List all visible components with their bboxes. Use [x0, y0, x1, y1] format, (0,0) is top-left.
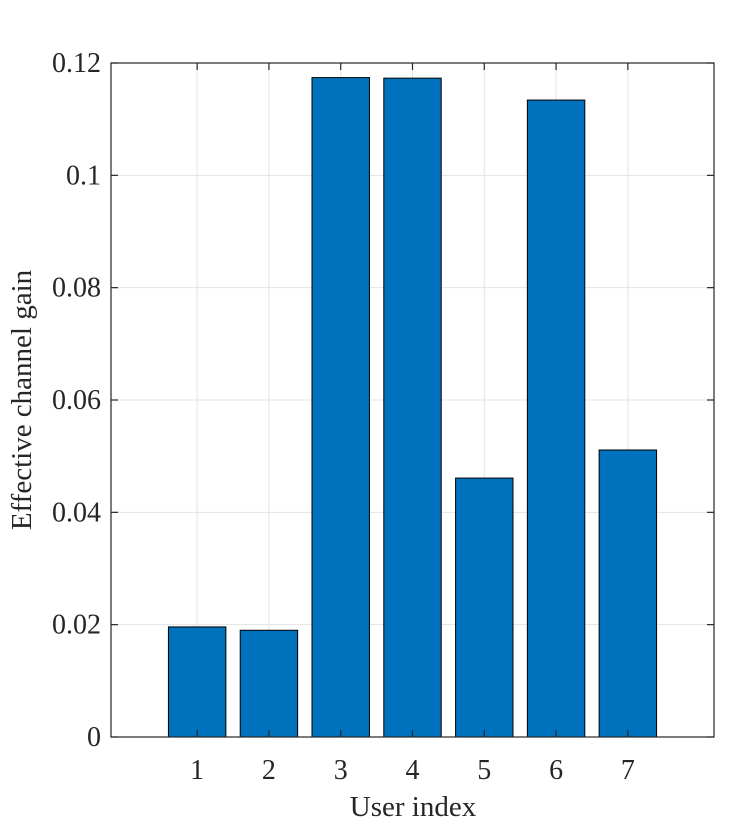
y-tick-label: 0.04 [52, 497, 101, 528]
y-tick-label: 0 [87, 722, 101, 753]
y-tick-label: 0.12 [52, 48, 101, 79]
y-tick-label: 0.08 [52, 273, 101, 304]
x-tick-label: 6 [549, 755, 563, 786]
bar-user-2 [239, 629, 299, 738]
bar-user-7 [598, 449, 658, 738]
bar-user-4 [383, 77, 442, 738]
y-tick-label: 0.1 [66, 160, 101, 191]
x-tick-label: 3 [334, 755, 348, 786]
x-tick-label: 1 [190, 755, 204, 786]
x-tick-label: 7 [621, 755, 635, 786]
bar-user-1 [167, 626, 227, 738]
x-tick-label: 2 [262, 755, 276, 786]
y-tick-label: 0.06 [52, 385, 101, 416]
bar-user-3 [311, 77, 370, 738]
x-tick-label: 5 [477, 755, 491, 786]
x-axis-label: User index [350, 791, 477, 823]
x-tick-label: 4 [406, 755, 420, 786]
bars [167, 77, 658, 738]
axes [110, 62, 715, 738]
tick-labels: 0 0.02 0.04 0.06 0.08 0.1 0.12 1 2 3 4 5 6 7 [52, 48, 635, 786]
y-tick-label: 0.02 [52, 610, 101, 641]
bar-user-5 [455, 477, 514, 738]
y-axis-label: Effective channel gain [6, 269, 38, 530]
bar-user-6 [526, 99, 586, 738]
